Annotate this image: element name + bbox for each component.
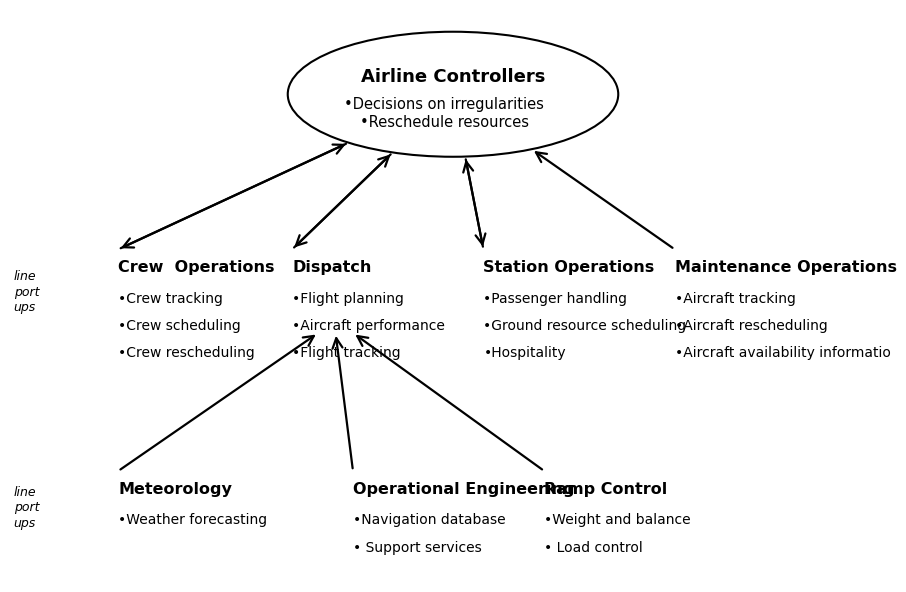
Text: line: line	[14, 269, 36, 282]
Text: port: port	[14, 501, 39, 514]
Text: • Load control: • Load control	[545, 540, 643, 555]
Text: •Flight planning: •Flight planning	[292, 292, 404, 306]
Text: line: line	[14, 485, 36, 498]
Text: • Support services: • Support services	[353, 540, 482, 555]
Text: •Decisions on irregularities: •Decisions on irregularities	[344, 97, 545, 112]
Text: Meteorology: Meteorology	[118, 482, 232, 497]
Text: Station Operations: Station Operations	[484, 260, 655, 275]
Text: •Weight and balance: •Weight and balance	[545, 513, 691, 527]
Text: •Aircraft performance: •Aircraft performance	[292, 319, 445, 333]
Text: Ramp Control: Ramp Control	[545, 482, 668, 497]
Text: Crew  Operations: Crew Operations	[118, 260, 275, 275]
Text: Maintenance Operations: Maintenance Operations	[675, 260, 897, 275]
Text: •Weather forecasting: •Weather forecasting	[118, 513, 267, 527]
Text: Airline Controllers: Airline Controllers	[361, 68, 545, 86]
Text: •Aircraft availability informatio: •Aircraft availability informatio	[675, 346, 891, 361]
Text: •Ground resource scheduling: •Ground resource scheduling	[484, 319, 687, 333]
Text: •Crew scheduling: •Crew scheduling	[118, 319, 241, 333]
Text: •Reschedule resources: •Reschedule resources	[360, 115, 529, 130]
Text: •Passenger handling: •Passenger handling	[484, 292, 628, 306]
Text: •Navigation database: •Navigation database	[353, 513, 506, 527]
Text: ups: ups	[14, 301, 36, 314]
Text: port: port	[14, 285, 39, 298]
Text: ups: ups	[14, 517, 36, 530]
Text: •Aircraft rescheduling: •Aircraft rescheduling	[675, 319, 827, 333]
Text: •Hospitality: •Hospitality	[484, 346, 566, 361]
Text: •Aircraft tracking: •Aircraft tracking	[675, 292, 795, 306]
Text: •Flight tracking: •Flight tracking	[292, 346, 400, 361]
Text: •Crew tracking: •Crew tracking	[118, 292, 223, 306]
Text: •Crew rescheduling: •Crew rescheduling	[118, 346, 255, 361]
Text: Operational Engineering: Operational Engineering	[353, 482, 574, 497]
Text: Dispatch: Dispatch	[292, 260, 371, 275]
